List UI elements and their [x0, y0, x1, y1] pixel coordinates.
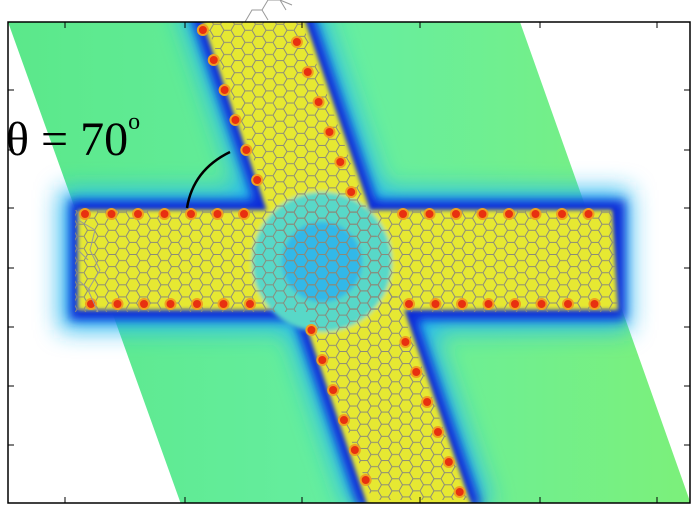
edge-atom [361, 475, 371, 485]
edge-atom [431, 299, 441, 309]
edge-atom [531, 209, 541, 219]
edge-atom [400, 337, 410, 347]
figure: θ = 70o [0, 0, 692, 507]
edge-atom [324, 127, 334, 137]
edge-atom [292, 37, 302, 47]
edge-atom [537, 299, 547, 309]
edge-atom [457, 299, 467, 309]
edge-atom [557, 209, 567, 219]
edge-atom [160, 209, 170, 219]
edge-atom [241, 145, 251, 155]
edge-atom [422, 397, 432, 407]
edge-atom [484, 299, 494, 309]
edge-atom [425, 209, 435, 219]
edge-atom [433, 427, 443, 437]
edge-atom [314, 97, 324, 107]
edge-atom [133, 209, 143, 219]
edge-atom [192, 299, 202, 309]
edge-atom [303, 67, 313, 77]
edge-atom [404, 299, 414, 309]
edge-atom [213, 209, 223, 219]
edge-atom [113, 299, 123, 309]
angle-label: θ = 70o [6, 109, 140, 166]
edge-atom [107, 209, 117, 219]
edge-atom [584, 209, 594, 219]
edge-atom [230, 115, 240, 125]
edge-atom [504, 209, 514, 219]
edge-atom [398, 209, 408, 219]
edge-atom [328, 385, 338, 395]
edge-atom [411, 367, 421, 377]
edge-atom [451, 209, 461, 219]
edge-atom [306, 325, 316, 335]
edge-atom [317, 355, 327, 365]
angle-text: θ = 70 [6, 113, 128, 166]
edge-atom [209, 55, 219, 65]
edge-atom [590, 299, 600, 309]
edge-atom [252, 175, 262, 185]
edge-atom [219, 299, 229, 309]
edge-atom [444, 457, 454, 467]
edge-atom [510, 299, 520, 309]
edge-atom [198, 25, 208, 35]
edge-atom [335, 157, 345, 167]
edge-atom [350, 445, 360, 455]
edge-atom [455, 487, 465, 497]
edge-atom [80, 209, 90, 219]
edge-atom [186, 209, 196, 219]
edge-atom [339, 415, 349, 425]
edge-atom [346, 187, 356, 197]
edge-atom [166, 299, 176, 309]
edge-atom [245, 299, 255, 309]
edge-atom [563, 299, 573, 309]
degree-sign: o [128, 109, 140, 135]
edge-atom [139, 299, 149, 309]
edge-atom [220, 85, 230, 95]
edge-atom [478, 209, 488, 219]
edge-atom [239, 209, 249, 219]
